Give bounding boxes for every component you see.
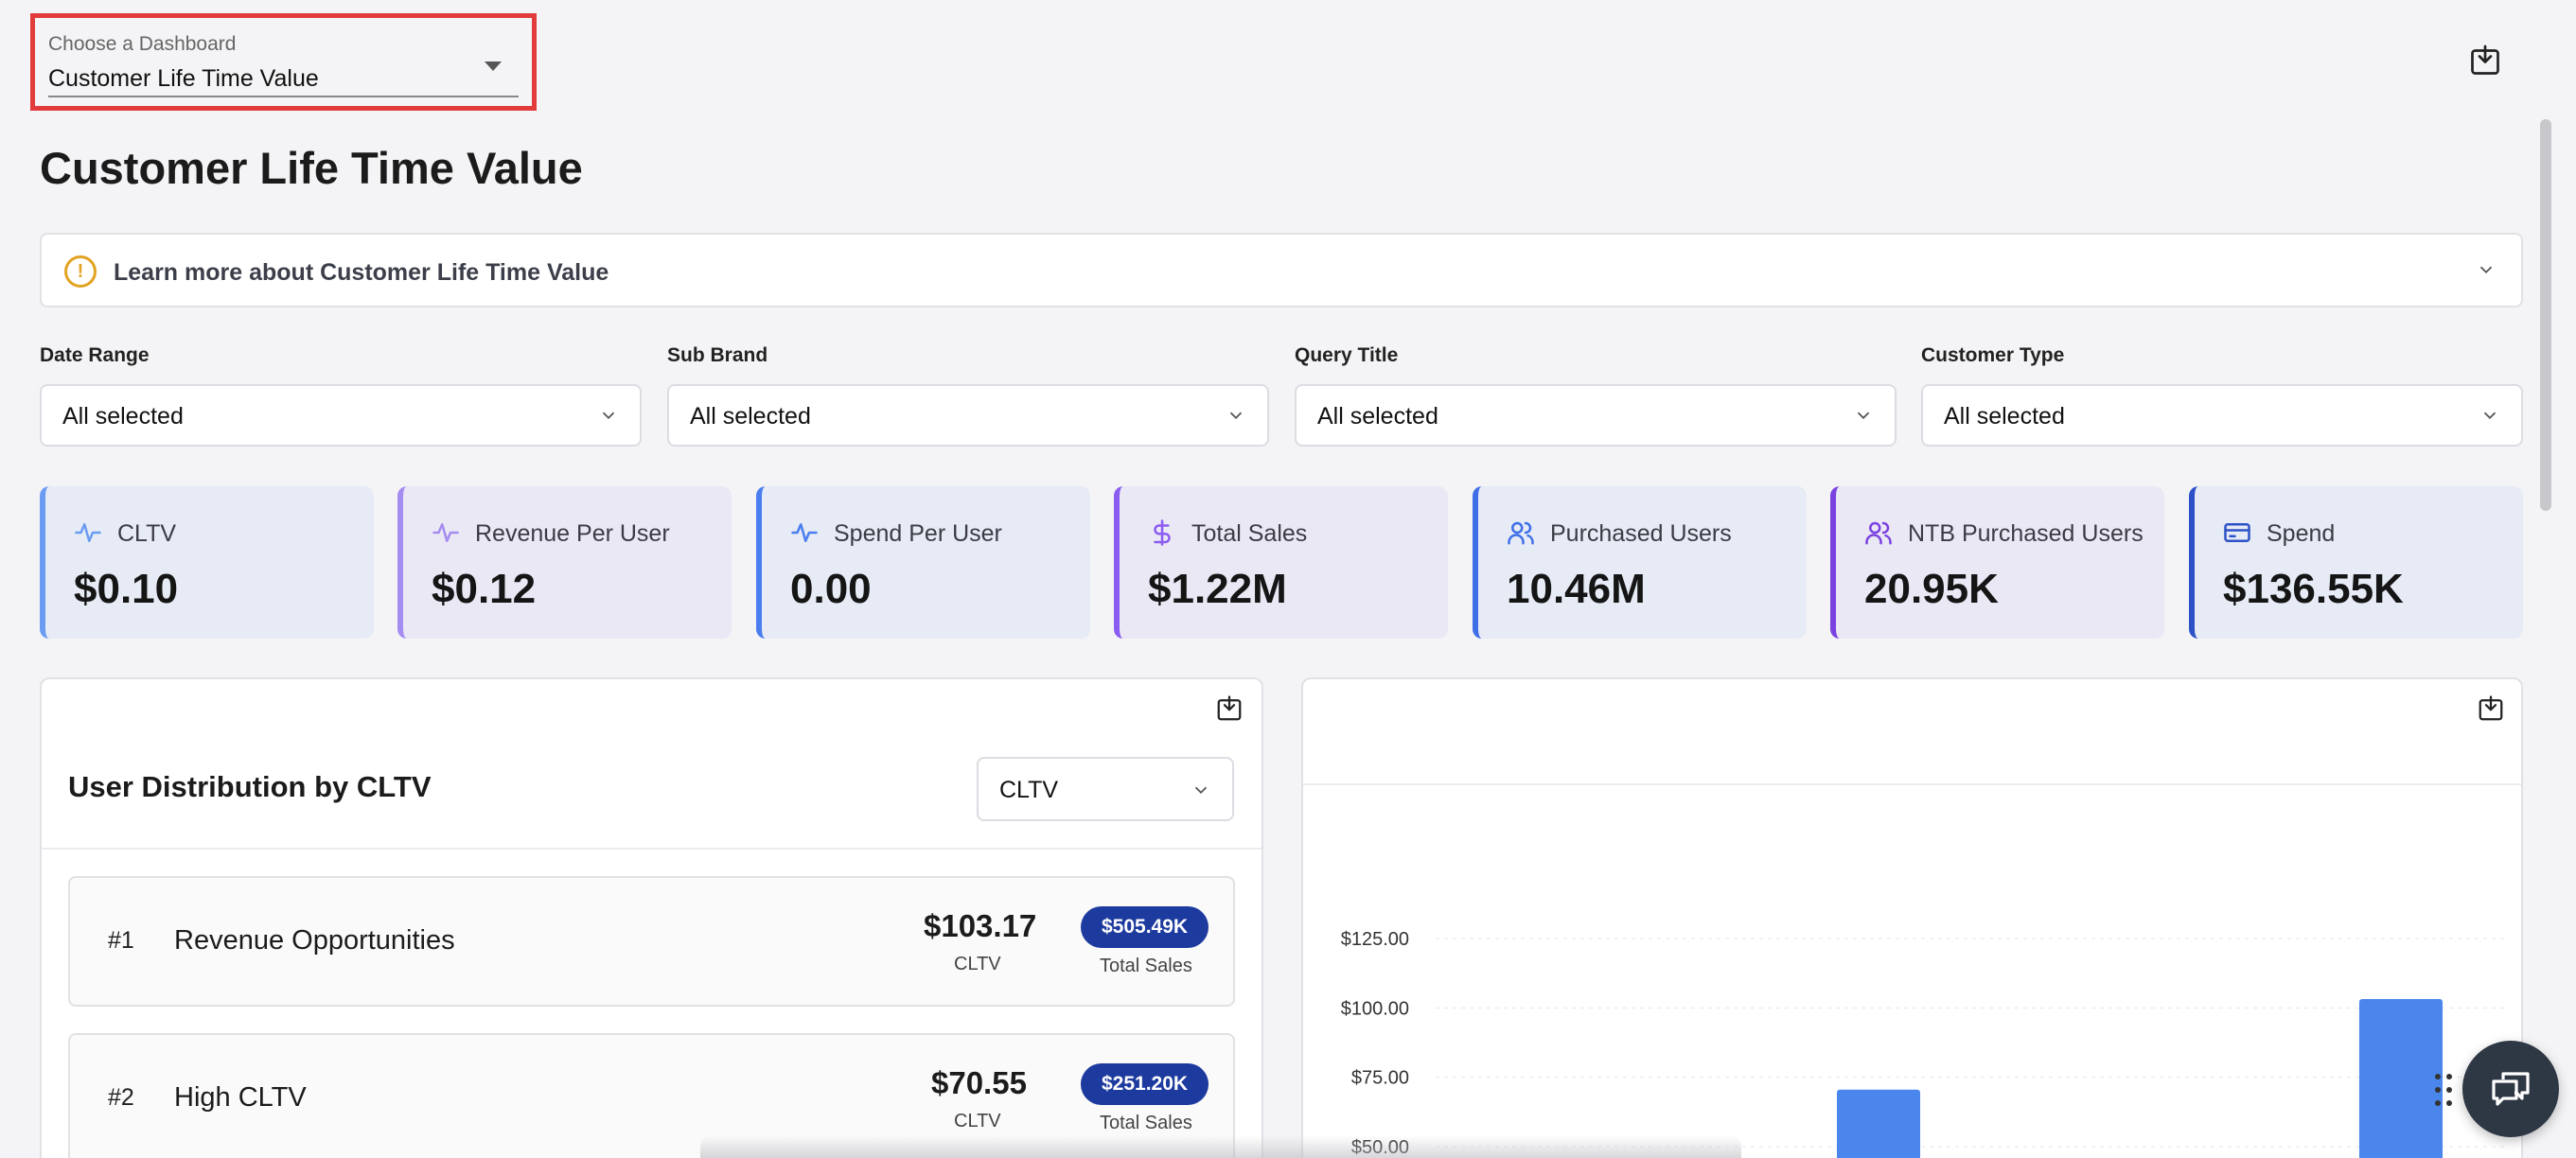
segment-cltv-value: $103.17	[924, 908, 1037, 943]
download-icon[interactable]	[2477, 694, 2505, 723]
query-title-select[interactable]: All selected	[1295, 384, 1897, 447]
kpi-value: 20.95K	[1864, 566, 1999, 612]
filter-label: Date Range	[40, 344, 150, 366]
kpi-value: 0.00	[790, 566, 872, 612]
chart-bar[interactable]	[2359, 999, 2443, 1158]
divider	[1303, 783, 2521, 785]
distribution-title: User Distribution by CLTV	[68, 770, 432, 803]
kpi-card-ntb-purchased-users: NTB Purchased Users 20.95K	[1830, 486, 2164, 639]
filter-query-title: Query Title All selected	[1295, 344, 1897, 447]
users-icon	[1508, 521, 1534, 545]
dashboard-chooser-label: Choose a Dashboard	[48, 33, 237, 55]
chevron-down-icon	[2479, 266, 2493, 274]
kpi-card-spend-per-user: Spend Per User 0.00	[756, 486, 1090, 639]
dashboard-chooser[interactable]: Choose a Dashboard Customer Life Time Va…	[30, 13, 537, 111]
metric-select[interactable]: CLTV	[977, 757, 1234, 821]
users-icon	[1865, 521, 1892, 545]
total-sales-badge: $251.20K	[1081, 1063, 1209, 1105]
filter-value: All selected	[1944, 403, 2065, 430]
customer-type-select[interactable]: All selected	[1921, 384, 2523, 447]
chooser-underline	[48, 96, 519, 97]
dollar-icon	[1154, 519, 1171, 546]
segment-cltv-value: $70.55	[931, 1065, 1027, 1100]
total-sales-badge: $505.49K	[1081, 906, 1209, 948]
activity-icon	[791, 523, 818, 542]
learn-more-accordion[interactable]: ! Learn more about Customer Life Time Va…	[40, 233, 2523, 307]
kpi-value: $1.22M	[1148, 566, 1287, 612]
filter-sub-brand: Sub Brand All selected	[667, 344, 1269, 447]
segment-rank: #1	[108, 927, 134, 954]
sub-brand-select[interactable]: All selected	[667, 384, 1269, 447]
filter-value: All selected	[62, 403, 184, 430]
segment-row[interactable]: #1 Revenue Opportunities $103.17 CLTV $5…	[68, 876, 1235, 1007]
filter-label: Customer Type	[1921, 344, 2065, 366]
kpi-label: Revenue Per User	[475, 520, 670, 547]
bottom-overlay	[700, 1135, 1741, 1158]
chat-icon	[2492, 1072, 2530, 1106]
filter-label: Query Title	[1295, 344, 1399, 366]
scrollbar-thumb[interactable]	[2540, 119, 2551, 511]
activity-icon	[75, 523, 101, 542]
total-sales-label: Total Sales	[1100, 1113, 1192, 1133]
dashboard-chooser-value: Customer Life Time Value	[48, 65, 319, 92]
chart-bar[interactable]	[1837, 1089, 1920, 1158]
filter-date-range: Date Range All selected	[40, 344, 642, 447]
kpi-card-total-sales: Total Sales $1.22M	[1114, 486, 1448, 639]
kpi-card-cltv: CLTV $0.10	[40, 486, 374, 639]
kpi-value: $0.12	[432, 566, 537, 612]
chat-button[interactable]	[2462, 1041, 2559, 1137]
chevron-down-icon	[1194, 786, 1208, 795]
kpi-label: Spend Per User	[834, 520, 1002, 547]
segment-cltv-label: CLTV	[954, 1111, 1001, 1132]
chevron-down-icon	[1229, 412, 1243, 420]
kpi-card-spend: Spend $136.55K	[2189, 486, 2523, 639]
page-title: Customer Life Time Value	[40, 143, 583, 193]
kpi-card-purchased-users: Purchased Users 10.46M	[1473, 486, 1807, 639]
kpi-value: 10.46M	[1507, 566, 1646, 612]
filter-label: Sub Brand	[667, 344, 768, 366]
segment-cltv-label: CLTV	[954, 954, 1001, 974]
date-range-select[interactable]: All selected	[40, 384, 642, 447]
kpi-label: Purchased Users	[1550, 520, 1732, 547]
download-icon[interactable]	[2468, 44, 2502, 78]
kpi-label: CLTV	[117, 520, 177, 547]
cltv-chart-panel: $125.00$100.00$75.00$50.00	[1301, 677, 2523, 1158]
filter-value: All selected	[690, 403, 811, 430]
segment-name: High CLTV	[174, 1082, 307, 1113]
segment-rank: #2	[108, 1084, 134, 1111]
user-distribution-panel: User Distribution by CLTV CLTV #1 Revenu…	[40, 677, 1263, 1158]
warning-icon: !	[64, 255, 97, 288]
credit-card-icon	[2224, 523, 2250, 542]
y-tick-label: $100.00	[1341, 998, 1409, 1019]
download-icon[interactable]	[1215, 694, 1244, 723]
chevron-down-icon	[602, 412, 615, 420]
chevron-down-icon	[2483, 412, 2497, 420]
segment-name: Revenue Opportunities	[174, 925, 455, 956]
learn-more-text: Learn more about Customer Life Time Valu…	[114, 259, 609, 286]
kpi-value: $0.10	[74, 566, 179, 612]
y-tick-label: $125.00	[1341, 929, 1409, 950]
kpi-card-revenue-per-user: Revenue Per User $0.12	[397, 486, 732, 639]
total-sales-label: Total Sales	[1100, 956, 1192, 976]
kpi-label: NTB Purchased Users	[1908, 520, 2144, 547]
activity-icon	[432, 523, 459, 542]
cltv-bar-chart: $125.00$100.00$75.00$50.00	[1341, 929, 2505, 1158]
kpi-value: $136.55K	[2223, 566, 2404, 612]
caret-down-icon	[485, 61, 502, 71]
kpi-label: Spend	[2267, 520, 2336, 547]
filter-customer-type: Customer Type All selected	[1921, 344, 2523, 447]
drag-handle-icon[interactable]	[2432, 1071, 2455, 1109]
filter-value: All selected	[1317, 403, 1438, 430]
y-tick-label: $75.00	[1351, 1068, 1409, 1089]
divider	[42, 848, 1262, 850]
kpi-label: Total Sales	[1191, 520, 1308, 547]
chevron-down-icon	[1857, 412, 1870, 420]
metric-select-value: CLTV	[999, 777, 1059, 803]
